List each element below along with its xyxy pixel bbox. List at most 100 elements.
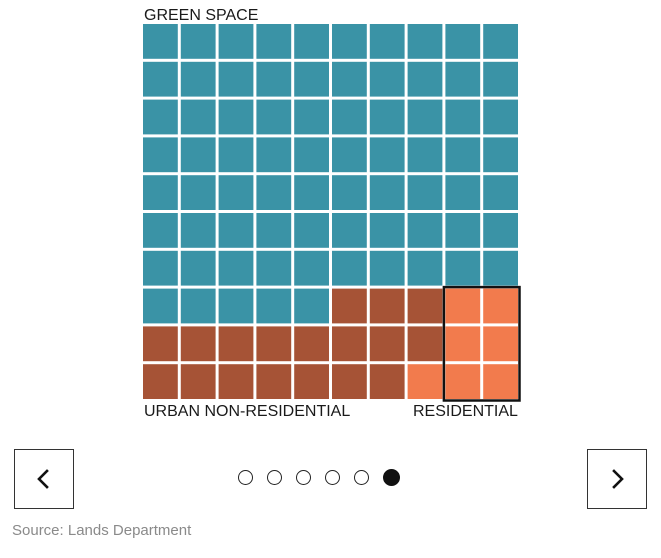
waffle-cell-green-space — [256, 137, 292, 173]
waffle-cell-urban-non-residential — [332, 326, 367, 362]
prev-button[interactable] — [14, 449, 74, 509]
waffle-cell-green-space — [332, 213, 367, 248]
waffle-cell-green-space — [256, 99, 292, 135]
carousel-dot-4[interactable] — [325, 470, 340, 485]
waffle-cell-green-space — [332, 250, 367, 286]
waffle-cell-green-space — [294, 288, 329, 324]
waffle-cell-green-space — [407, 99, 443, 135]
waffle-cell-green-space — [218, 213, 254, 248]
waffle-cell-green-space — [256, 24, 292, 59]
waffle-cell-green-space — [218, 175, 254, 210]
waffle-cell-urban-non-residential — [369, 326, 405, 362]
waffle-cell-green-space — [294, 250, 329, 286]
waffle-cell-green-space — [483, 175, 518, 210]
waffle-cell-green-space — [218, 250, 254, 286]
waffle-cell-green-space — [407, 61, 443, 97]
waffle-cell-green-space — [445, 61, 481, 97]
waffle-cell-green-space — [407, 175, 443, 210]
waffle-cell-green-space — [218, 24, 254, 59]
carousel-dot-6[interactable] — [383, 469, 400, 486]
waffle-cell-green-space — [407, 250, 443, 286]
label-green-space: GREEN SPACE — [144, 7, 259, 24]
waffle-cell-green-space — [407, 213, 443, 248]
waffle-cell-green-space — [294, 99, 329, 135]
waffle-cell-urban-non-residential — [407, 326, 443, 362]
waffle-chart — [143, 24, 521, 402]
carousel-dot-2[interactable] — [267, 470, 282, 485]
waffle-cell-green-space — [445, 213, 481, 248]
waffle-cell-green-space — [483, 24, 518, 59]
carousel-dot-5[interactable] — [354, 470, 369, 485]
waffle-cell-residential — [483, 326, 518, 362]
waffle-cell-urban-non-residential — [180, 364, 216, 399]
waffle-cell-green-space — [180, 250, 216, 286]
waffle-cell-green-space — [294, 24, 329, 59]
waffle-cell-green-space — [180, 175, 216, 210]
waffle-cell-green-space — [332, 137, 367, 173]
waffle-cell-residential — [445, 288, 481, 324]
waffle-cell-green-space — [294, 137, 329, 173]
waffle-cell-green-space — [143, 24, 178, 59]
waffle-cell-green-space — [332, 175, 367, 210]
waffle-cell-green-space — [180, 99, 216, 135]
source-note: Source: Lands Department — [12, 522, 192, 539]
waffle-cell-green-space — [180, 24, 216, 59]
waffle-cell-green-space — [369, 137, 405, 173]
waffle-cell-green-space — [445, 137, 481, 173]
waffle-cell-urban-non-residential — [407, 288, 443, 324]
waffle-cell-urban-non-residential — [143, 364, 178, 399]
waffle-cell-green-space — [256, 213, 292, 248]
next-button[interactable] — [587, 449, 647, 509]
waffle-cell-green-space — [143, 213, 178, 248]
waffle-cell-green-space — [369, 99, 405, 135]
waffle-cell-green-space — [294, 213, 329, 248]
label-residential: RESIDENTIAL — [413, 403, 518, 420]
chevron-left-icon — [37, 469, 49, 489]
waffle-cell-green-space — [483, 250, 518, 286]
residential-highlight-box — [442, 285, 521, 402]
chevron-right-icon — [612, 469, 624, 489]
waffle-cell-urban-non-residential — [180, 326, 216, 362]
waffle-cell-green-space — [483, 213, 518, 248]
waffle-cell-green-space — [143, 250, 178, 286]
waffle-cell-urban-non-residential — [294, 326, 329, 362]
waffle-cell-green-space — [407, 24, 443, 59]
waffle-cell-green-space — [180, 137, 216, 173]
waffle-cell-green-space — [256, 175, 292, 210]
waffle-cell-green-space — [218, 99, 254, 135]
waffle-cell-green-space — [445, 250, 481, 286]
waffle-cell-green-space — [143, 99, 178, 135]
waffle-cell-green-space — [483, 99, 518, 135]
waffle-cell-green-space — [332, 99, 367, 135]
waffle-cell-green-space — [445, 175, 481, 210]
waffle-cell-green-space — [483, 61, 518, 97]
waffle-cell-urban-non-residential — [218, 364, 254, 399]
label-urban-non-residential: URBAN NON-RESIDENTIAL — [144, 403, 351, 420]
waffle-cell-green-space — [218, 137, 254, 173]
waffle-cell-green-space — [332, 61, 367, 97]
waffle-cell-green-space — [143, 175, 178, 210]
waffle-cell-urban-non-residential — [369, 288, 405, 324]
waffle-cell-green-space — [256, 61, 292, 97]
waffle-cell-residential — [483, 364, 518, 399]
waffle-cell-green-space — [294, 61, 329, 97]
waffle-cell-green-space — [180, 288, 216, 324]
waffle-cell-green-space — [407, 137, 443, 173]
waffle-cell-residential — [445, 326, 481, 362]
waffle-cell-green-space — [180, 213, 216, 248]
waffle-cell-residential — [445, 364, 481, 399]
waffle-cell-green-space — [445, 24, 481, 59]
waffle-cell-green-space — [369, 175, 405, 210]
carousel-dot-1[interactable] — [238, 470, 253, 485]
waffle-cell-green-space — [369, 61, 405, 97]
waffle-cell-green-space — [256, 250, 292, 286]
waffle-cell-green-space — [180, 61, 216, 97]
waffle-cell-residential — [483, 288, 518, 324]
waffle-cell-urban-non-residential — [332, 364, 367, 399]
carousel-dot-3[interactable] — [296, 470, 311, 485]
waffle-cell-green-space — [483, 137, 518, 173]
waffle-cell-green-space — [332, 24, 367, 59]
waffle-cell-urban-non-residential — [256, 364, 292, 399]
waffle-cell-green-space — [445, 99, 481, 135]
waffle-cell-green-space — [369, 24, 405, 59]
